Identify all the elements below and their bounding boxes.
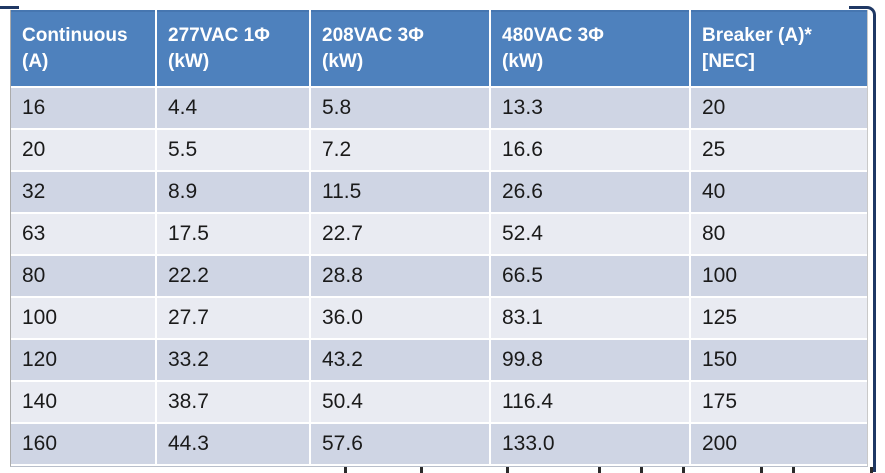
table-cell: 32 — [11, 171, 157, 214]
table-cell: 17.5 — [156, 213, 311, 256]
frame-fragment-top-left — [0, 6, 19, 9]
table-row: 160 44.3 57.6 133.0 200 — [11, 423, 867, 466]
table-cell: 63 — [11, 213, 157, 256]
table-row: 20 5.5 7.2 16.6 25 — [11, 129, 867, 172]
table-cell: 43.2 — [310, 339, 491, 382]
table-cell: 116.4 — [490, 381, 691, 424]
frame-border-right — [849, 6, 876, 472]
column-header-line2: [NEC] — [702, 51, 755, 72]
table-row: 140 38.7 50.4 116.4 175 — [11, 381, 867, 424]
table-cell: 40 — [690, 171, 867, 214]
table-cell: 50.4 — [310, 381, 491, 424]
table-cell: 22.2 — [156, 255, 311, 298]
clipped-text-fragments — [330, 467, 878, 473]
column-header: Breaker (A)* [NEC] — [690, 10, 867, 88]
table-cell: 20 — [690, 87, 867, 130]
table-cell: 13.3 — [490, 87, 691, 130]
column-header-line1: 277VAC 1Φ — [168, 25, 270, 46]
table-cell: 38.7 — [156, 381, 311, 424]
table-row: 63 17.5 22.7 52.4 80 — [11, 213, 867, 256]
table-cell: 16.6 — [490, 129, 691, 172]
table-cell: 44.3 — [156, 423, 311, 466]
table-cell: 80 — [11, 255, 157, 298]
column-header: Continuous (A) — [11, 10, 157, 88]
table-cell: 27.7 — [156, 297, 311, 340]
column-header-line1: Continuous — [22, 25, 128, 46]
header-row: Continuous (A) 277VAC 1Φ (kW) 208VAC 3Φ (kW) 4… — [11, 10, 867, 88]
table-row: 80 22.2 28.8 66.5 100 — [11, 255, 867, 298]
column-header-line2: (kW) — [322, 51, 364, 72]
column-header: 208VAC 3Φ (kW) — [310, 10, 491, 88]
table-cell: 22.7 — [310, 213, 491, 256]
table-cell: 36.0 — [310, 297, 491, 340]
table-cell: 57.6 — [310, 423, 491, 466]
table-cell: 4.4 — [156, 87, 311, 130]
table-cell: 33.2 — [156, 339, 311, 382]
column-header-line2: (A) — [22, 51, 49, 72]
power-table-wrapper: Continuous (A) 277VAC 1Φ (kW) 208VAC 3Φ (kW) 4… — [10, 10, 868, 467]
table-cell: 5.5 — [156, 129, 311, 172]
table-cell: 125 — [690, 297, 867, 340]
column-header-line2: (kW) — [168, 51, 210, 72]
table-row: 100 27.7 36.0 83.1 125 — [11, 297, 867, 340]
column-header: 277VAC 1Φ (kW) — [156, 10, 311, 88]
table-cell: 100 — [690, 255, 867, 298]
table-row: 32 8.9 11.5 26.6 40 — [11, 171, 867, 214]
table-cell: 16 — [11, 87, 157, 130]
table-row: 120 33.2 43.2 99.8 150 — [11, 339, 867, 382]
table-cell: 26.6 — [490, 171, 691, 214]
table-cell: 25 — [690, 129, 867, 172]
table-cell: 8.9 — [156, 171, 311, 214]
table-cell: 150 — [690, 339, 867, 382]
table-cell: 200 — [690, 423, 867, 466]
column-header-line2: (kW) — [502, 51, 544, 72]
column-header-line1: 208VAC 3Φ — [322, 25, 424, 46]
table-cell: 7.2 — [310, 129, 491, 172]
column-header: 480VAC 3Φ (kW) — [490, 10, 691, 88]
table-cell: 175 — [690, 381, 867, 424]
table-cell: 140 — [11, 381, 157, 424]
table-cell: 20 — [11, 129, 157, 172]
column-header-line1: 480VAC 3Φ — [502, 25, 604, 46]
table-cell: 28.8 — [310, 255, 491, 298]
table-cell: 133.0 — [490, 423, 691, 466]
table-cell: 99.8 — [490, 339, 691, 382]
table-cell: 80 — [690, 213, 867, 256]
table-body: 16 4.4 5.8 13.3 20 20 5.5 7.2 16.6 25 32 8.9 11.5 26.… — [11, 87, 867, 466]
power-rating-table: Continuous (A) 277VAC 1Φ (kW) 208VAC 3Φ (kW) 4… — [11, 10, 867, 466]
column-header-line1: Breaker (A)* — [702, 25, 812, 46]
table-row: 16 4.4 5.8 13.3 20 — [11, 87, 867, 130]
table-cell: 100 — [11, 297, 157, 340]
table-cell: 83.1 — [490, 297, 691, 340]
table-cell: 120 — [11, 339, 157, 382]
table-cell: 11.5 — [310, 171, 491, 214]
table-cell: 52.4 — [490, 213, 691, 256]
table-cell: 160 — [11, 423, 157, 466]
table-cell: 5.8 — [310, 87, 491, 130]
table-cell: 66.5 — [490, 255, 691, 298]
